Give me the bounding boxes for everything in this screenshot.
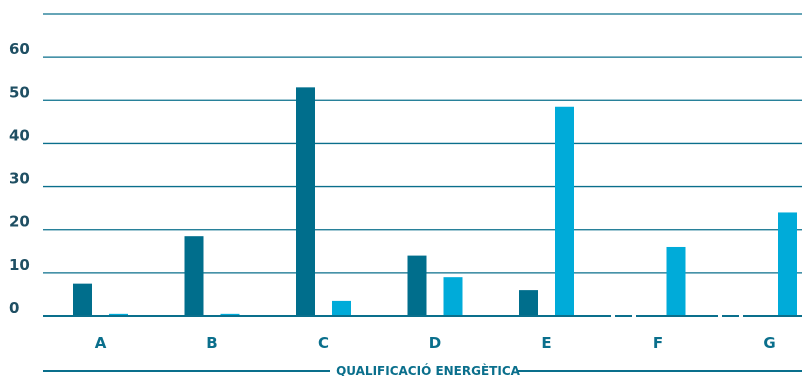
bar-f-series-2 [666, 246, 686, 316]
y-tick-label: 50 [9, 83, 30, 101]
x-tick-label: G [763, 334, 775, 352]
bar-g-series-2 [778, 212, 797, 316]
bar-d-series-1 [407, 255, 427, 316]
bar-e-series-2 [555, 106, 574, 316]
x-tick-label: E [541, 334, 551, 352]
bar-b-series-2 [220, 313, 240, 316]
x-axis-ticks: A B C D E F G [95, 334, 776, 352]
bar-c-series-2 [332, 300, 351, 316]
bar-a-series-2 [109, 313, 128, 316]
x-tick-label: F [653, 334, 663, 352]
y-tick-label: 30 [9, 170, 30, 188]
bar-e-series-1 [519, 290, 538, 316]
x-tick-label: D [429, 334, 441, 352]
y-tick-label: 10 [9, 256, 30, 274]
x-tick-label: A [95, 334, 107, 352]
x-axis-title: QUALIFICACIÓ ENERGÈTICA [336, 363, 521, 376]
bar-a-series-1 [73, 283, 92, 316]
grid-lines [43, 13, 802, 274]
bars [43, 87, 802, 317]
bar-c-series-1 [296, 87, 315, 316]
bar-d-series-2 [443, 277, 463, 316]
x-axis-title-group: QUALIFICACIÓ ENERGÈTICA [43, 363, 802, 376]
y-tick-label: 20 [9, 213, 30, 231]
y-axis-ticks: 0 10 20 30 40 50 60 [9, 40, 30, 317]
bar-b-series-1 [184, 236, 204, 316]
y-tick-label: 60 [9, 40, 30, 58]
x-tick-label: B [206, 334, 217, 352]
x-tick-label: C [318, 334, 329, 352]
y-tick-label: 40 [9, 126, 30, 144]
y-tick-label: 0 [9, 299, 19, 317]
